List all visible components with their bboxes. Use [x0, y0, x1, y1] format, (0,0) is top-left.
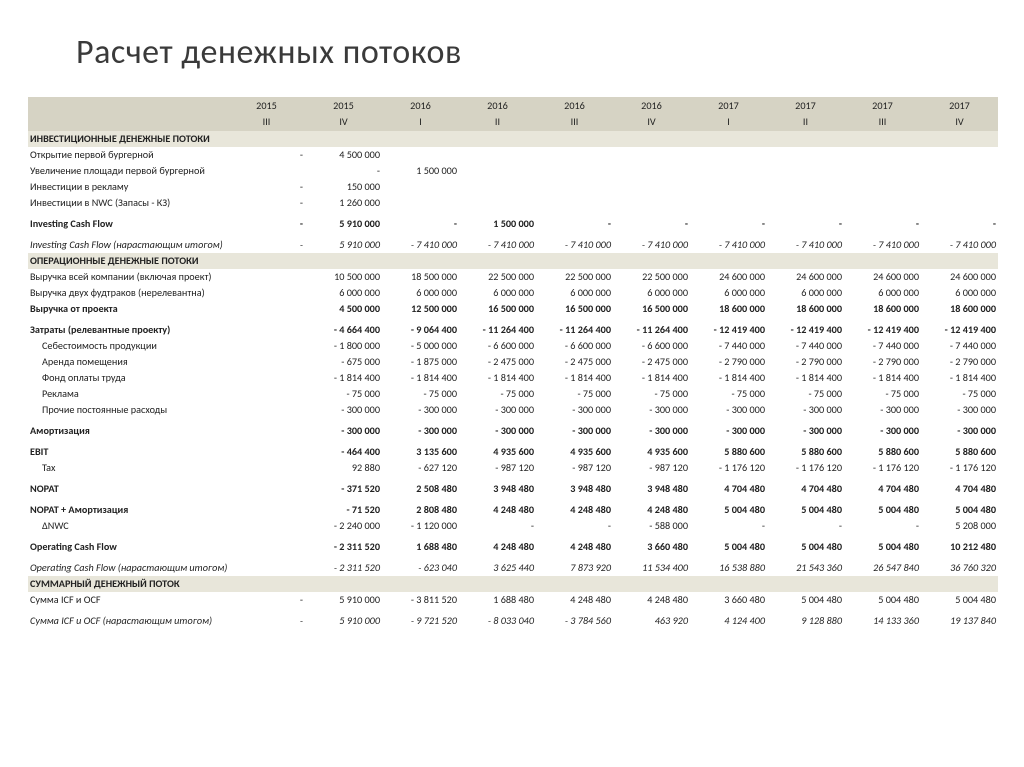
row-label: Прочие постоянные расходы: [28, 402, 228, 418]
col-quarter: IV: [613, 113, 690, 131]
row-label: Сумма ICF и OCF: [28, 592, 228, 608]
col-quarter: III: [228, 113, 305, 131]
page-title: Расчет денежных потоков: [76, 32, 996, 73]
row-label: Investing Cash Flow (нарастающим итогом): [28, 237, 228, 253]
col-quarter: II: [459, 113, 536, 131]
row-label: ΔNWC: [28, 518, 228, 534]
table-header: 2015201520162016201620162017201720172017…: [28, 97, 998, 131]
row-label: Затраты (релевантные проекту): [28, 322, 228, 338]
row-label: Выручка от проекта: [28, 301, 228, 317]
col-year: 2015: [305, 97, 382, 113]
row-label: Сумма ICF и OCF (нарастающим итогом): [28, 613, 228, 629]
section-title: ИНВЕСТИЦИОННЫЕ ДЕНЕЖНЫЕ ПОТОКИ: [28, 131, 998, 147]
table-body: ИНВЕСТИЦИОННЫЕ ДЕНЕЖНЫЕ ПОТОКИОткрытие п…: [28, 131, 998, 629]
col-quarter: I: [382, 113, 459, 131]
row-label: Investing Cash Flow: [28, 216, 228, 232]
col-quarter: II: [767, 113, 844, 131]
col-year: 2016: [613, 97, 690, 113]
row-label: Инвестиции в рекламу: [28, 179, 228, 195]
row-label: Увеличение площади первой бургерной: [28, 163, 228, 179]
col-year: 2015: [228, 97, 305, 113]
col-year: 2017: [844, 97, 921, 113]
row-label: Operating Cash Flow (нарастающим итогом): [28, 560, 228, 576]
row-label: Фонд оплаты труда: [28, 370, 228, 386]
col-quarter: III: [844, 113, 921, 131]
row-label: Аренда помещения: [28, 354, 228, 370]
col-year: 2016: [536, 97, 613, 113]
col-year: 2017: [767, 97, 844, 113]
row-label: Tax: [28, 460, 228, 476]
row-label: Открытие первой бургерной: [28, 147, 228, 163]
row-label: EBIT: [28, 444, 228, 460]
row-label: Operating Cash Flow: [28, 539, 228, 555]
row-label: Амортизация: [28, 423, 228, 439]
col-quarter: IV: [921, 113, 998, 131]
col-quarter: I: [690, 113, 767, 131]
col-year: 2017: [921, 97, 998, 113]
row-label: Реклама: [28, 386, 228, 402]
row-label: Выручка всей компании (включая проект): [28, 269, 228, 285]
col-quarter: III: [536, 113, 613, 131]
row-label: NOPAT + Амортизация: [28, 502, 228, 518]
cashflow-table: 2015201520162016201620162017201720172017…: [28, 97, 998, 629]
section-title: ОПЕРАЦИОННЫЕ ДЕНЕЖНЫЕ ПОТОКИ: [28, 253, 998, 269]
col-year: 2017: [690, 97, 767, 113]
row-label: Себестоимость продукции: [28, 338, 228, 354]
col-quarter: IV: [305, 113, 382, 131]
col-year: 2016: [459, 97, 536, 113]
col-year: 2016: [382, 97, 459, 113]
row-label: Выручка двух фудтраков (нерелевантна): [28, 285, 228, 301]
section-title: СУММАРНЫЙ ДЕНЕЖНЫЙ ПОТОК: [28, 576, 998, 592]
row-label: NOPAT: [28, 481, 228, 497]
row-label: Инвестиции в NWC (Запасы - КЗ): [28, 195, 228, 211]
